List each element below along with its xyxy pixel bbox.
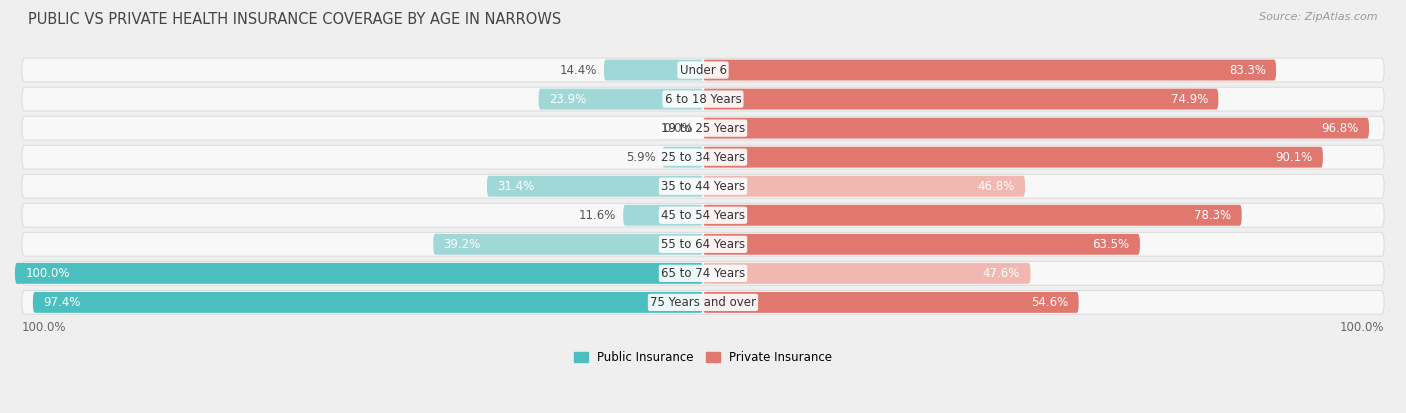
Text: Under 6: Under 6	[679, 64, 727, 76]
FancyBboxPatch shape	[703, 89, 1219, 109]
Text: 47.6%: 47.6%	[983, 267, 1021, 280]
FancyBboxPatch shape	[22, 261, 1384, 285]
FancyBboxPatch shape	[703, 147, 1323, 168]
FancyBboxPatch shape	[32, 292, 703, 313]
FancyBboxPatch shape	[22, 145, 1384, 169]
Text: 45 to 54 Years: 45 to 54 Years	[661, 209, 745, 222]
FancyBboxPatch shape	[22, 58, 1384, 82]
Text: 31.4%: 31.4%	[498, 180, 534, 193]
FancyBboxPatch shape	[703, 176, 1025, 197]
Text: 5.9%: 5.9%	[626, 151, 655, 164]
Text: 35 to 44 Years: 35 to 44 Years	[661, 180, 745, 193]
Text: 100.0%: 100.0%	[22, 320, 66, 334]
Text: 75 Years and over: 75 Years and over	[650, 296, 756, 309]
FancyBboxPatch shape	[22, 116, 1384, 140]
FancyBboxPatch shape	[623, 205, 703, 226]
Text: 63.5%: 63.5%	[1092, 238, 1129, 251]
FancyBboxPatch shape	[22, 203, 1384, 227]
Text: 0.0%: 0.0%	[664, 122, 693, 135]
Text: 39.2%: 39.2%	[444, 238, 481, 251]
Text: 54.6%: 54.6%	[1031, 296, 1069, 309]
Text: 11.6%: 11.6%	[579, 209, 616, 222]
FancyBboxPatch shape	[486, 176, 703, 197]
Text: 78.3%: 78.3%	[1194, 209, 1232, 222]
Text: 83.3%: 83.3%	[1229, 64, 1265, 76]
Text: 14.4%: 14.4%	[560, 64, 598, 76]
Text: PUBLIC VS PRIVATE HEALTH INSURANCE COVERAGE BY AGE IN NARROWS: PUBLIC VS PRIVATE HEALTH INSURANCE COVER…	[28, 12, 561, 27]
Text: 23.9%: 23.9%	[548, 93, 586, 106]
FancyBboxPatch shape	[22, 87, 1384, 111]
Text: 90.1%: 90.1%	[1275, 151, 1313, 164]
FancyBboxPatch shape	[15, 263, 703, 284]
FancyBboxPatch shape	[703, 118, 1369, 139]
Text: 96.8%: 96.8%	[1322, 122, 1358, 135]
Text: 100.0%: 100.0%	[1340, 320, 1384, 334]
FancyBboxPatch shape	[703, 59, 1277, 81]
FancyBboxPatch shape	[703, 263, 1031, 284]
Text: Source: ZipAtlas.com: Source: ZipAtlas.com	[1260, 12, 1378, 22]
FancyBboxPatch shape	[703, 292, 1078, 313]
Text: 100.0%: 100.0%	[25, 267, 70, 280]
FancyBboxPatch shape	[22, 233, 1384, 256]
Legend: Public Insurance, Private Insurance: Public Insurance, Private Insurance	[569, 346, 837, 369]
Text: 46.8%: 46.8%	[977, 180, 1015, 193]
Text: 97.4%: 97.4%	[44, 296, 80, 309]
FancyBboxPatch shape	[433, 234, 703, 255]
Text: 6 to 18 Years: 6 to 18 Years	[665, 93, 741, 106]
Text: 55 to 64 Years: 55 to 64 Years	[661, 238, 745, 251]
FancyBboxPatch shape	[538, 89, 703, 109]
FancyBboxPatch shape	[662, 147, 703, 168]
FancyBboxPatch shape	[703, 234, 1140, 255]
Text: 74.9%: 74.9%	[1171, 93, 1208, 106]
Text: 25 to 34 Years: 25 to 34 Years	[661, 151, 745, 164]
Text: 19 to 25 Years: 19 to 25 Years	[661, 122, 745, 135]
FancyBboxPatch shape	[22, 174, 1384, 198]
FancyBboxPatch shape	[22, 290, 1384, 314]
FancyBboxPatch shape	[703, 205, 1241, 226]
FancyBboxPatch shape	[605, 59, 703, 81]
Text: 65 to 74 Years: 65 to 74 Years	[661, 267, 745, 280]
